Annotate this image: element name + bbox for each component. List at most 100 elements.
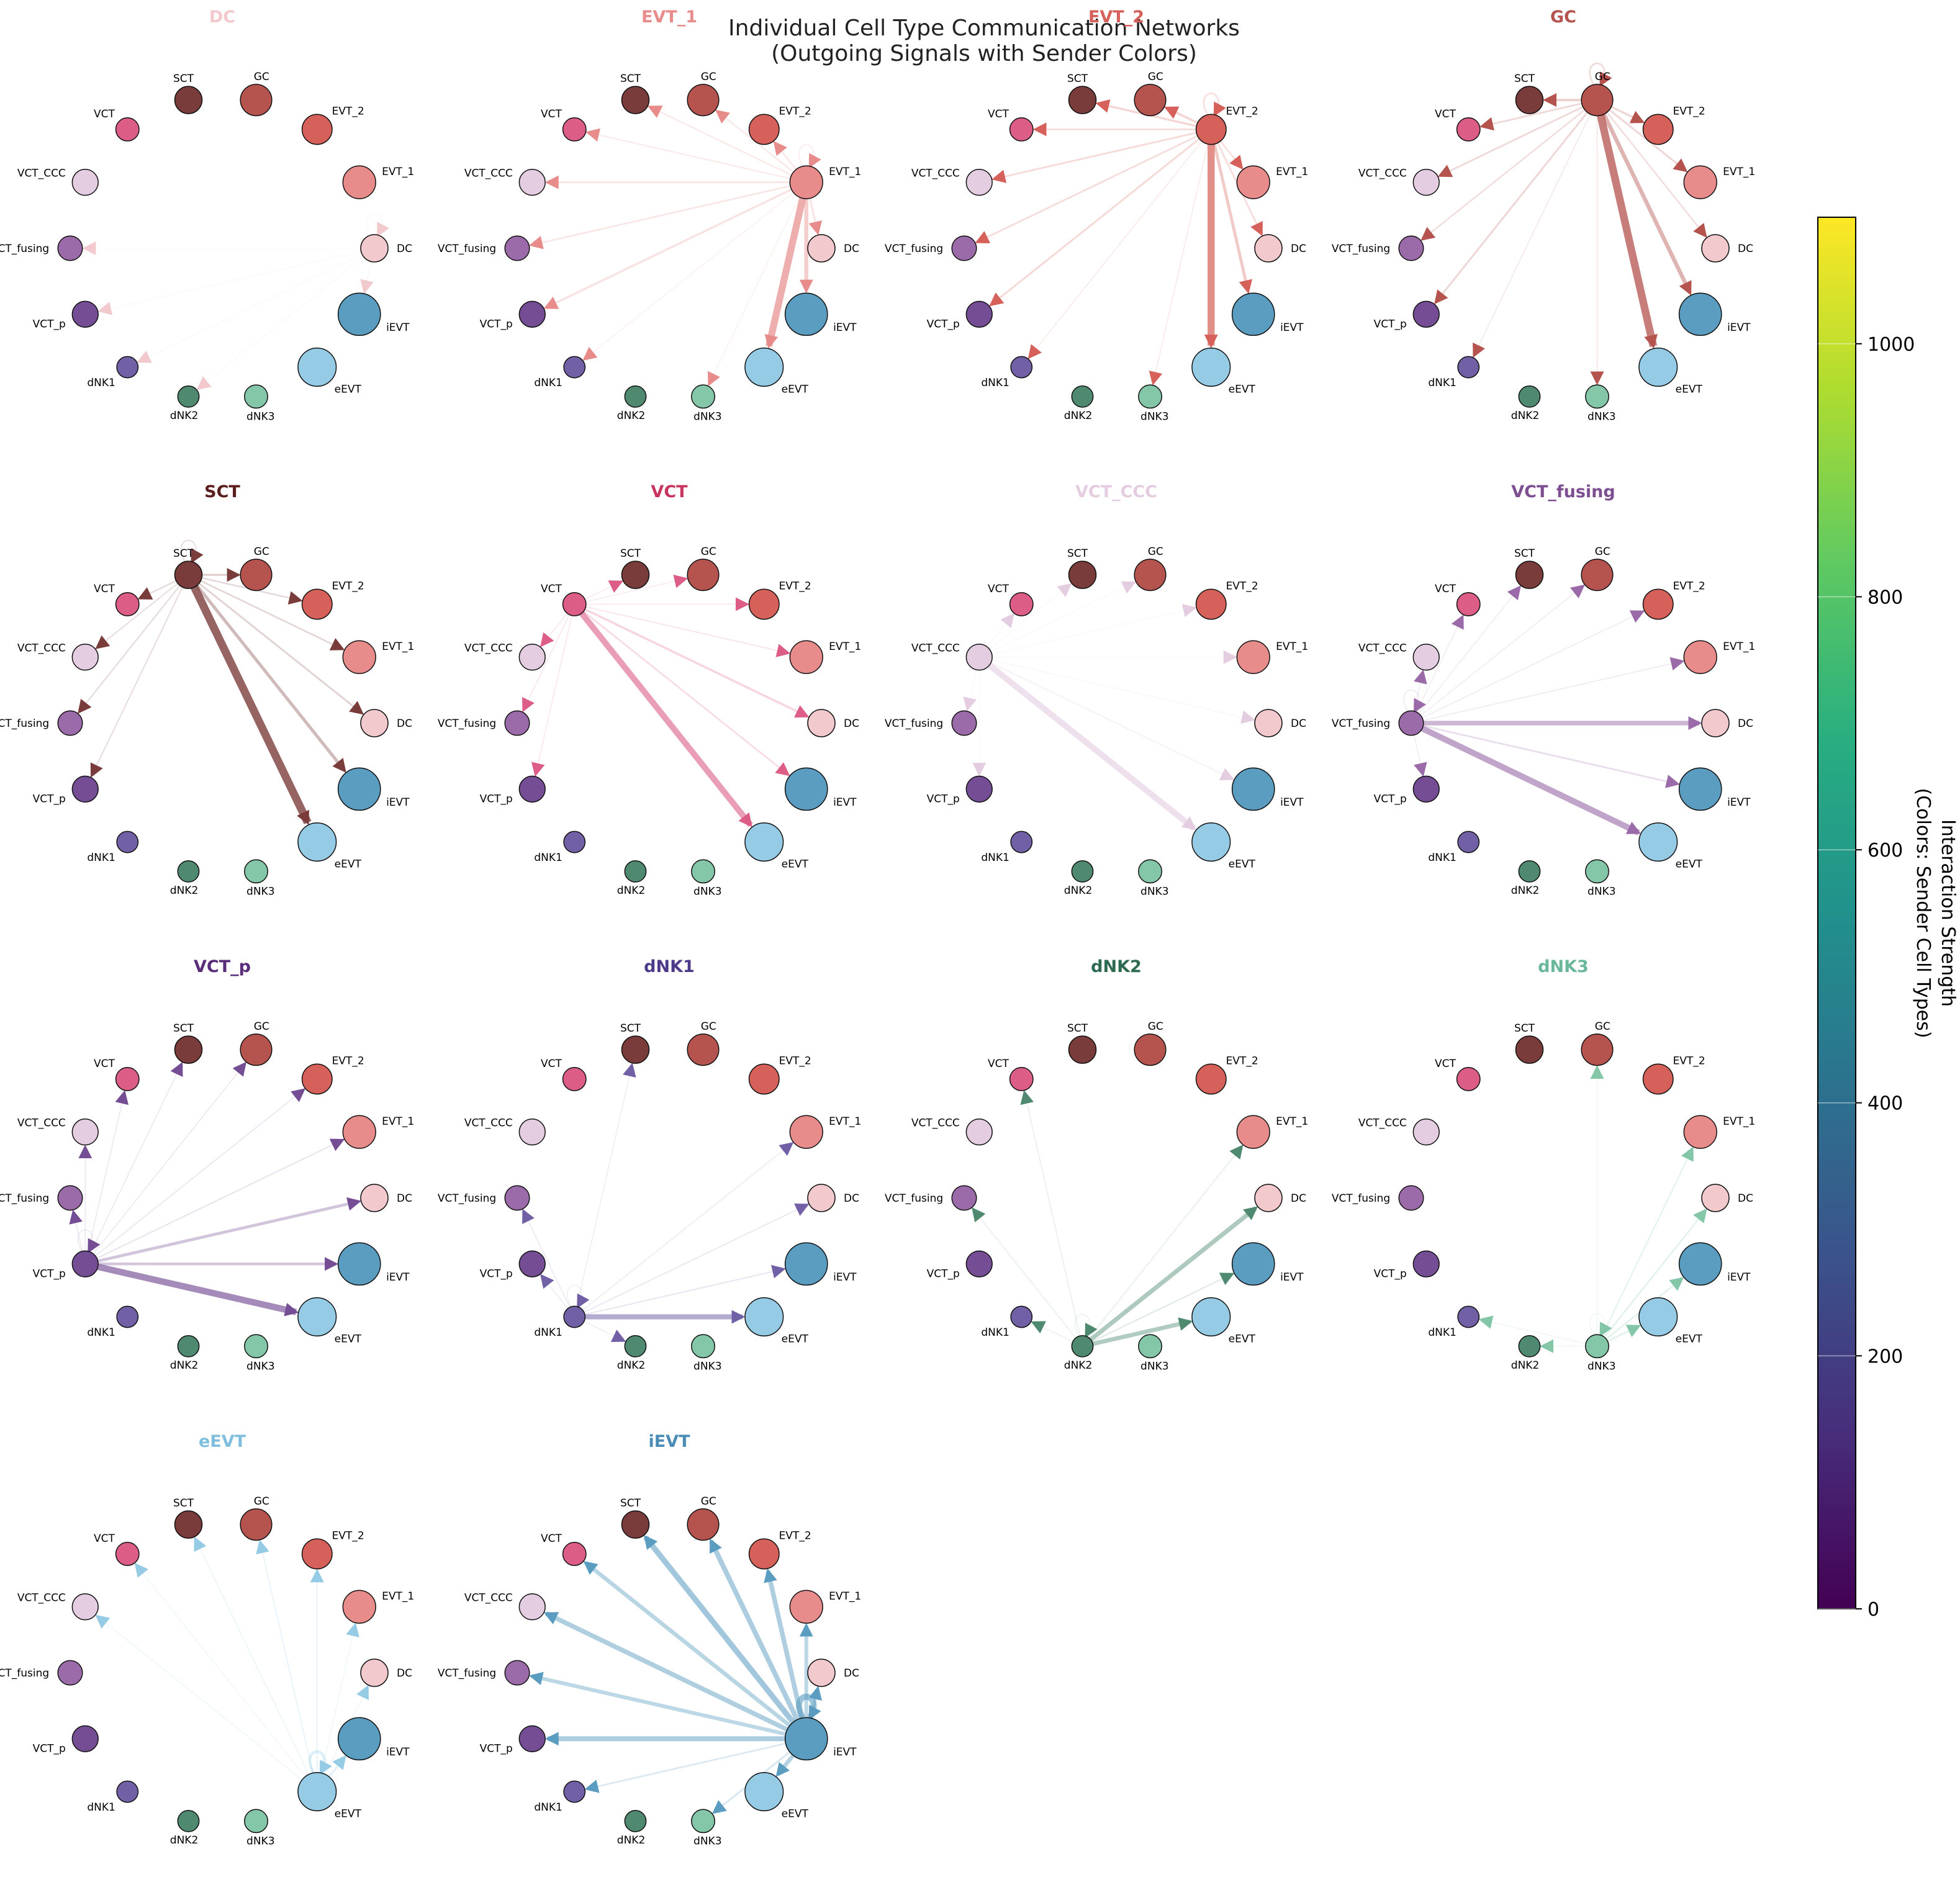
node-dnk2 xyxy=(1071,1335,1094,1357)
node-label-vct-p: VCT_p xyxy=(33,318,66,330)
node-dnk3 xyxy=(1585,1334,1609,1359)
node-sct xyxy=(1515,86,1544,114)
node-label-eevt: eEVT xyxy=(782,1333,809,1346)
edge-evt-1-to-dc xyxy=(808,198,823,235)
node-label-vct-fusing: VCT_fusing xyxy=(885,243,943,255)
node-label-evt-1: EVT_1 xyxy=(829,1115,861,1128)
edge-dnk2-to-dc xyxy=(1089,1206,1258,1341)
node-label-sct: SCT xyxy=(620,547,641,560)
edges-eevt xyxy=(95,1536,369,1780)
node-evt-1 xyxy=(1236,165,1270,199)
node-gc xyxy=(687,84,720,117)
node-label-dnk2: dNK2 xyxy=(1064,884,1092,897)
panel-dnk2: dNK2 DC EVT_1 EVT_2 GC SCT VCT VCT_CCC VCT_fusin… xyxy=(885,957,1308,1373)
edge-vct-fusing-to-eevt xyxy=(1420,726,1642,835)
node-eevt xyxy=(1191,1297,1231,1337)
node-label-dnk2: dNK2 xyxy=(617,1359,645,1372)
edge-gc-to-dnk1 xyxy=(1473,114,1591,358)
node-eevt xyxy=(297,347,337,387)
edge-dnk1-to-evt-1 xyxy=(582,1141,794,1311)
edge-gc-to-vct-ccc xyxy=(1437,106,1584,178)
node-label-evt-2: EVT_2 xyxy=(1226,1055,1258,1068)
edge-ievt-to-evt-2 xyxy=(764,1568,804,1719)
edge-vct-fusing-to-evt-2 xyxy=(1422,610,1645,719)
node-label-ievt: iEVT xyxy=(386,796,410,809)
panel-title-gc: GC xyxy=(1550,7,1576,27)
node-label-ievt: iEVT xyxy=(386,1746,410,1758)
node-ievt xyxy=(1231,767,1275,811)
edge-dnk1-to-ievt xyxy=(584,1264,786,1315)
panel-title-vct-ccc: VCT_CCC xyxy=(1075,482,1157,502)
edge-ievt-to-sct xyxy=(643,1535,795,1724)
node-label-dnk3: dNK3 xyxy=(1140,886,1168,898)
node-gc xyxy=(240,1033,273,1066)
node-label-gc: GC xyxy=(701,71,716,83)
node-label-dnk1: dNK1 xyxy=(1428,1326,1456,1339)
node-label-vct: VCT xyxy=(988,583,1009,595)
node-label-dnk1: dNK1 xyxy=(1428,852,1456,864)
node-label-vct-fusing: VCT_fusing xyxy=(885,718,943,730)
node-evt-2 xyxy=(301,588,333,620)
node-label-sct: SCT xyxy=(1514,1022,1535,1035)
node-label-eevt: eEVT xyxy=(1676,858,1703,871)
node-evt-1 xyxy=(342,640,376,674)
node-eevt xyxy=(1638,347,1678,387)
edge-vct-to-ievt xyxy=(583,611,790,776)
node-label-vct-ccc: VCT_CCC xyxy=(911,168,960,180)
node-label-evt-1: EVT_1 xyxy=(829,1590,861,1603)
node-evt-2 xyxy=(1642,588,1674,620)
node-label-sct: SCT xyxy=(1067,73,1088,85)
edge-eevt-to-ievt xyxy=(328,1755,346,1778)
node-dc xyxy=(1701,709,1730,737)
node-vct xyxy=(1456,117,1481,142)
node-vct-fusing xyxy=(57,710,83,736)
edge-evt-1-to-dnk1 xyxy=(582,192,794,361)
node-vct-ccc xyxy=(1412,644,1440,671)
panel-title-dnk3: dNK3 xyxy=(1538,957,1589,976)
edge-dc-to-vct-p xyxy=(97,251,361,315)
edge-vct-to-dc xyxy=(584,608,810,718)
node-vct-p xyxy=(1412,300,1440,328)
node-label-evt-1: EVT_1 xyxy=(382,641,414,653)
edge-dnk3-to-eevt xyxy=(1607,1325,1642,1343)
edge-gc-to-eevt xyxy=(1597,114,1658,349)
node-label-vct: VCT xyxy=(541,583,562,595)
node-dc xyxy=(807,1184,836,1212)
node-vct-ccc xyxy=(518,169,546,196)
panel-sct: SCT DC EVT_1 EVT_2 GC SCT VCT VCT_CCC VCT_fusing… xyxy=(0,482,414,898)
node-evt-2 xyxy=(748,114,780,145)
node-ievt xyxy=(1231,1242,1275,1286)
edge-evt-2-to-evt-2 xyxy=(1203,92,1226,117)
edge-evt-2-to-vct-p xyxy=(989,138,1200,307)
node-label-gc: GC xyxy=(1595,546,1610,558)
edge-vct-p-to-evt-2 xyxy=(95,1088,306,1256)
node-ievt xyxy=(1231,292,1275,336)
node-label-sct: SCT xyxy=(1514,73,1535,85)
node-evt-2 xyxy=(1642,114,1674,145)
node-evt-2 xyxy=(1195,588,1227,620)
node-vct xyxy=(1009,117,1034,142)
panel-dc: DC DC EVT_1 EVT_2 GC SCT VCT VCT_CCC VCT_fusing V… xyxy=(0,7,414,423)
node-vct xyxy=(562,117,587,142)
node-label-dnk3: dNK3 xyxy=(1140,1361,1168,1373)
edge-evt-2-to-evt-1 xyxy=(1219,140,1244,170)
node-label-evt-1: EVT_1 xyxy=(382,1590,414,1603)
node-vct-ccc xyxy=(518,1593,546,1621)
node-label-vct-p: VCT_p xyxy=(1374,1267,1407,1280)
node-label-vct: VCT xyxy=(94,108,115,120)
node-label-evt-1: EVT_1 xyxy=(1723,641,1755,653)
node-dnk2 xyxy=(1518,385,1541,408)
node-gc xyxy=(1134,1033,1167,1066)
node-evt-2 xyxy=(1642,1063,1674,1095)
node-label-evt-2: EVT_2 xyxy=(779,580,811,593)
node-label-ievt: iEVT xyxy=(1280,796,1304,809)
edge-vct-ccc-to-dc xyxy=(991,659,1255,724)
panel-evt-2: EVT_2 DC EVT_1 EVT_2 GC SCT VCT VCT_CCC VCT_fusi… xyxy=(885,7,1308,423)
node-label-evt-2: EVT_2 xyxy=(1673,106,1705,118)
node-label-eevt: eEVT xyxy=(1676,384,1703,396)
node-label-ievt: iEVT xyxy=(833,796,857,809)
node-label-gc: GC xyxy=(1148,71,1163,83)
node-label-vct: VCT xyxy=(988,1058,1009,1070)
node-evt-1 xyxy=(342,165,376,199)
panel-title-ievt: iEVT xyxy=(648,1432,690,1451)
